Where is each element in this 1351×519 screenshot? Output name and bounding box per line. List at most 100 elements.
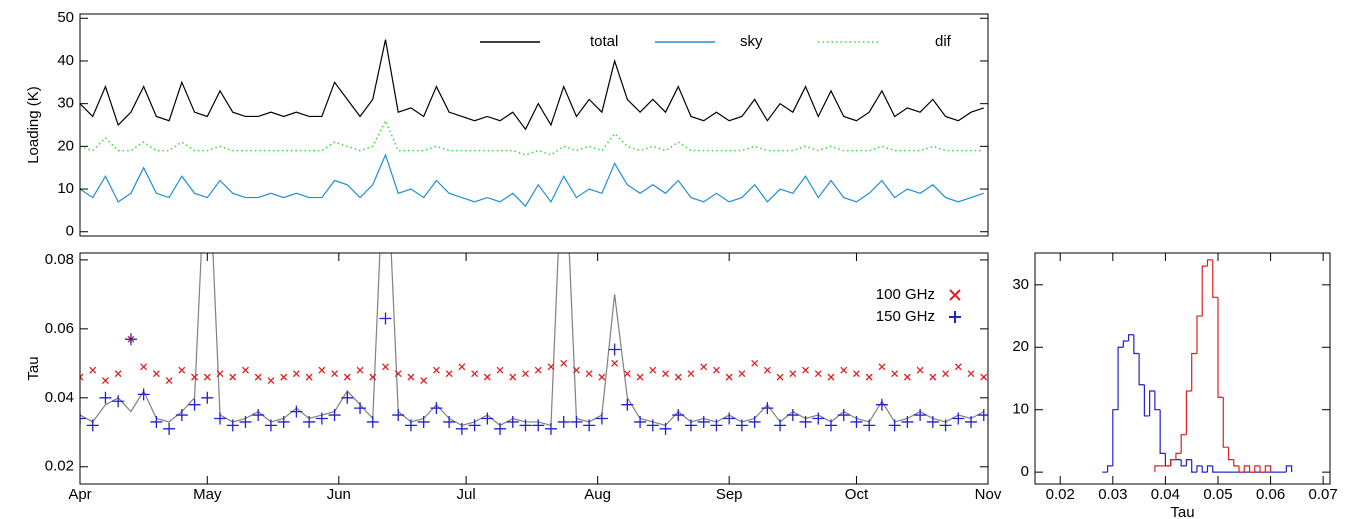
histogram-bin: [1212, 259, 1218, 298]
histogram-bin: [1196, 465, 1203, 473]
y-tick-label: 0.02: [45, 458, 74, 475]
marker: [611, 359, 619, 367]
marker: [483, 373, 491, 381]
marker: [522, 370, 529, 378]
histogram-bin: [1175, 452, 1182, 460]
marker: [674, 373, 682, 381]
histogram-bin: [1170, 459, 1176, 466]
marker: [318, 366, 326, 374]
marker: [216, 370, 224, 378]
marker: [443, 415, 456, 428]
histogram-bin: [1201, 265, 1208, 317]
marker: [471, 370, 479, 378]
marker: [952, 412, 965, 425]
histogram-bin: [1191, 352, 1197, 391]
x-tick-label: Sep: [716, 486, 743, 503]
marker: [865, 373, 873, 381]
marker: [356, 366, 364, 374]
y-tick-label: 0: [1021, 463, 1029, 480]
marker: [369, 373, 377, 381]
marker: [89, 366, 97, 374]
marker: [532, 419, 545, 432]
marker: [967, 370, 975, 378]
marker: [252, 409, 265, 422]
histogram-bin: [1243, 465, 1250, 473]
marker: [684, 419, 697, 432]
marker: [254, 373, 262, 381]
marker: [649, 366, 657, 374]
marker: [494, 422, 507, 435]
histogram-bin: [1106, 465, 1113, 473]
marker: [825, 419, 838, 432]
histogram-bin: [1185, 390, 1192, 435]
histogram-bin: [1138, 353, 1145, 386]
legend-label: total: [590, 33, 618, 50]
marker: [292, 370, 300, 378]
histogram-bin: [1212, 465, 1218, 473]
marker: [598, 373, 606, 381]
series-line: [80, 39, 984, 131]
marker: [774, 419, 787, 432]
marker: [124, 333, 137, 346]
marker: [80, 412, 86, 425]
histogram-bin: [1238, 465, 1245, 473]
marker: [341, 391, 354, 404]
marker: [468, 419, 481, 432]
plot-area: [80, 39, 984, 208]
marker: [560, 359, 568, 367]
y-axis-label: Tau: [25, 356, 42, 380]
marker: [723, 412, 736, 425]
histogram-bin: [1170, 459, 1176, 466]
marker: [201, 391, 214, 404]
marker: [965, 415, 978, 428]
x-axis-label: Tau: [1170, 504, 1194, 519]
marker: [481, 412, 494, 425]
y-tick-label: 0.06: [45, 320, 74, 337]
marker: [163, 422, 176, 435]
series-line: [80, 153, 984, 208]
histogram-bin: [1264, 465, 1272, 473]
histogram-bin: [1154, 390, 1161, 411]
histogram-bin: [1154, 465, 1161, 473]
marker: [290, 405, 303, 418]
legend-label: dif: [935, 33, 952, 50]
marker: [763, 366, 771, 374]
marker: [152, 370, 160, 378]
y-tick-label: 20: [57, 137, 74, 154]
marker: [572, 366, 580, 374]
y-axis-label: Loading (K): [25, 86, 42, 164]
marker: [929, 373, 937, 381]
histogram-bin: [1233, 459, 1240, 467]
marker: [634, 415, 647, 428]
plot-area: [1102, 259, 1293, 473]
marker: [506, 415, 519, 428]
marker: [646, 419, 659, 432]
histogram-bin: [1128, 334, 1134, 342]
marker: [178, 366, 186, 374]
marker: [264, 419, 277, 432]
series-line: [80, 253, 985, 427]
x-tick-label: 0.06: [1256, 486, 1285, 503]
marker: [878, 363, 886, 371]
x-tick-label: Oct: [845, 486, 869, 503]
marker: [191, 373, 199, 381]
marker: [165, 377, 173, 385]
marker: [392, 409, 405, 422]
marker: [802, 366, 810, 374]
histogram-bin: [1164, 453, 1171, 467]
x-tick-label: 0.04: [1151, 486, 1180, 503]
marker: [101, 377, 109, 385]
marker: [901, 415, 914, 428]
marker: [891, 370, 899, 378]
x-tick-label: 0.03: [1098, 486, 1127, 503]
y-tick-label: 30: [1012, 276, 1029, 293]
x-tick-label: May: [193, 486, 222, 503]
marker: [80, 373, 84, 381]
marker: [242, 366, 249, 374]
legend-label: 150 GHz: [876, 308, 935, 325]
histogram-bin: [1133, 334, 1140, 355]
y-tick-label: 0.04: [45, 389, 74, 406]
marker: [916, 366, 924, 374]
x-tick-label: Aug: [584, 486, 611, 503]
marker: [812, 412, 825, 425]
